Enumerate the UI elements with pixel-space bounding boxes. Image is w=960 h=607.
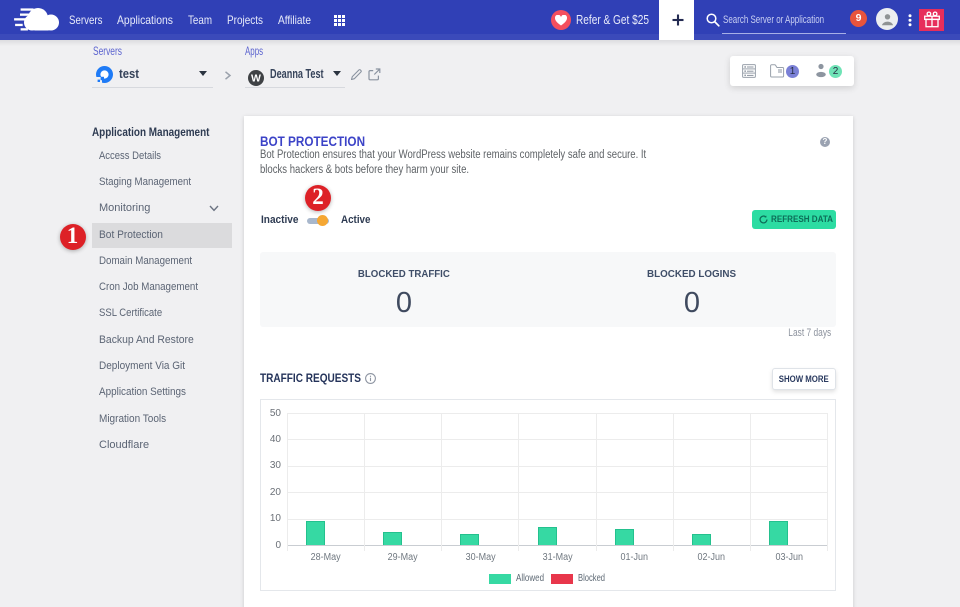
- svg-text:W: W: [251, 73, 261, 85]
